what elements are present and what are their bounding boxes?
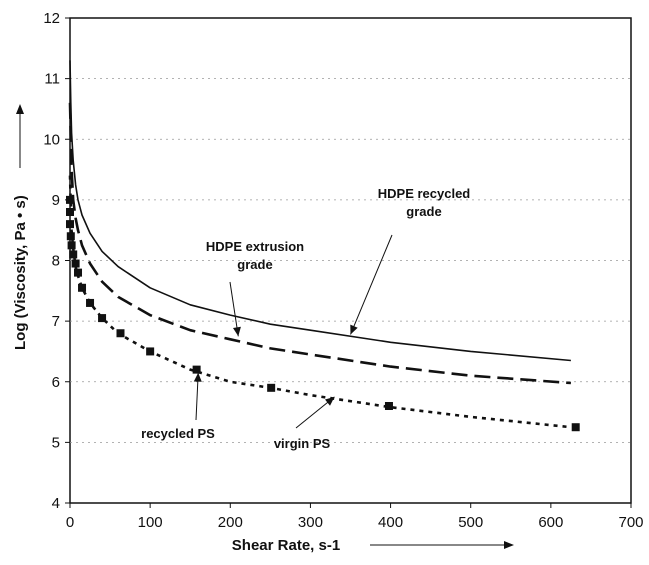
recycled-ps-marker	[69, 250, 78, 259]
y-axis-label-arrowhead	[16, 104, 24, 114]
plot-area	[69, 17, 632, 504]
annotation-hdpe-recycled-arrow	[350, 234, 393, 335]
annotation-hdpe-recycled-line: HDPE recycled	[378, 186, 471, 201]
annotation-hdpe-extrusion-text: HDPE extrusion grade	[206, 239, 304, 272]
series-group	[66, 60, 580, 432]
axis-ticks: 4 5 6 7 8 9 10 11 12 0 100 200 300 400 500 600 700	[43, 10, 643, 531]
virgin-ps-line	[68, 175, 572, 429]
annotation-hdpe-extrusion-line: HDPE extrusion	[206, 239, 304, 254]
recycled-ps-marker	[74, 268, 83, 277]
recycled-ps-marker	[267, 383, 276, 392]
x-axis-label-arrowhead	[504, 541, 514, 549]
annotation-hdpe-extrusion-arrowhead	[233, 326, 241, 337]
annotation-virgin-ps-line: virgin PS	[274, 436, 331, 451]
x-tick-label: 600	[538, 514, 563, 531]
annotation-virgin-ps-text: virgin PS	[274, 436, 331, 451]
x-tick-label: 0	[66, 514, 74, 531]
y-tick-label: 4	[52, 495, 60, 512]
y-tick-label: 12	[43, 10, 60, 27]
recycled-ps-marker	[66, 195, 74, 204]
hdpe-extrusion-line	[68, 102, 571, 385]
annotation-recycled-ps-line: recycled PS	[141, 426, 215, 441]
y-tick-label: 8	[52, 253, 60, 270]
recycled-ps-marker	[146, 347, 155, 356]
recycled-ps-marker	[71, 259, 80, 268]
recycled-ps-marker	[98, 314, 107, 323]
x-tick-label: 300	[298, 514, 323, 531]
y-tick-label: 11	[44, 71, 60, 88]
hdpe-recycled-line	[69, 60, 571, 362]
recycled-ps-marker	[116, 329, 125, 338]
annotation-hdpe-recycled-line: grade	[406, 204, 441, 219]
y-tick-label: 7	[52, 313, 60, 330]
y-tick-label: 6	[52, 374, 60, 391]
recycled-ps-marker	[67, 241, 76, 250]
x-tick-label: 400	[378, 514, 403, 531]
x-tick-label: 500	[458, 514, 483, 531]
recycled-ps-marker	[78, 283, 87, 292]
annotation-recycled-ps-text: recycled PS	[141, 426, 215, 441]
y-axis-label: Log (Viscosity, Pa • s)	[12, 195, 29, 350]
recycled-ps-marker	[66, 220, 74, 229]
annotation-virgin-ps-arrowhead	[325, 396, 335, 406]
annotation-hdpe-extrusion-line: grade	[237, 257, 272, 272]
x-tick-label: 700	[618, 514, 643, 531]
annotations: HDPE recycled grade HDPE extrusion grade rec…	[141, 186, 470, 451]
recycled-ps-marker	[66, 232, 75, 241]
recycled-ps-marker	[192, 365, 201, 374]
annotation-hdpe-recycled-arrowhead	[350, 324, 358, 335]
recycled-ps-marker	[384, 402, 393, 410]
annotation-hdpe-recycled-text: HDPE recycled grade	[378, 186, 471, 219]
x-tick-label: 200	[218, 514, 243, 531]
x-axis-label: Shear Rate, s-1	[232, 537, 340, 554]
recycled-ps-marker	[571, 423, 580, 432]
y-tick-label: 10	[43, 131, 60, 148]
y-tick-label: 9	[52, 192, 60, 209]
x-tick-label: 100	[138, 514, 163, 531]
y-tick-label: 5	[52, 434, 60, 451]
annotation-recycled-ps-arrowhead	[193, 372, 202, 382]
recycled-ps-marker	[86, 298, 95, 307]
recycled-ps-marker	[66, 208, 74, 216]
annotation-hdpe-extrusion-arrow	[229, 281, 239, 337]
